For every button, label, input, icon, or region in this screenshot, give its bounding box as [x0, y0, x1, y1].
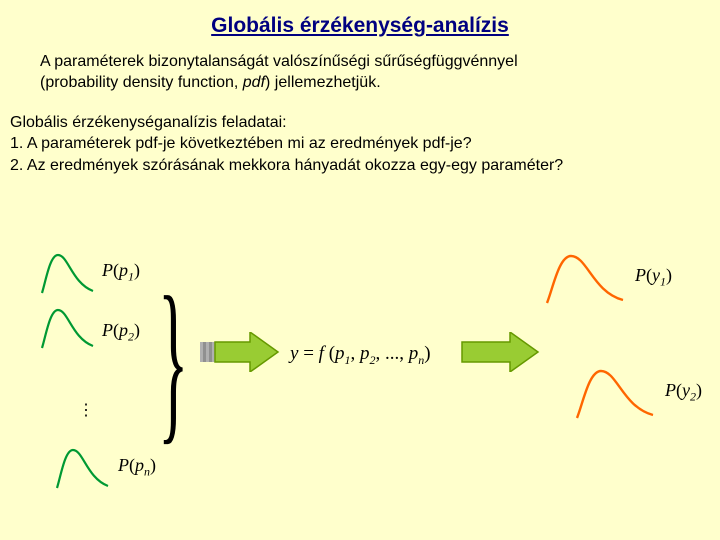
output-pdf-curve-2 [575, 365, 655, 420]
intro-line1: A paraméterek bizonytalanságát valószínű… [40, 53, 518, 70]
label-p-p2: P(p2) [102, 320, 140, 345]
f: ( [324, 343, 335, 364]
lbl: ) [134, 260, 140, 280]
task-1: 1. A paraméterek pdf-je következtében mi… [10, 133, 710, 155]
lbl: p [119, 320, 128, 340]
label-p-y1: P(y1) [635, 265, 672, 290]
lbl: P [635, 265, 646, 285]
lbl: ) [134, 320, 140, 340]
f: p [360, 343, 370, 364]
tasks-heading: Globális érzékenységanalízis feladatai: [10, 112, 710, 134]
lbl: ) [666, 265, 672, 285]
diagram-area: P(p1) P(p2) P(pn) P(y1) P(y2) ⋮ } y = f … [0, 250, 720, 530]
f: , [376, 343, 386, 364]
vertical-dots-icon: ⋮ [78, 400, 96, 420]
f: ) [424, 343, 430, 364]
f: p [409, 343, 419, 364]
lbl: P [118, 455, 129, 475]
lbl: ) [150, 455, 156, 475]
label-p-pn: P(pn) [118, 455, 156, 480]
lbl: ) [696, 380, 702, 400]
output-pdf-curve-1 [545, 250, 625, 305]
intro-line2a: (probability density function, [40, 74, 243, 91]
input-pdf-curve-2 [40, 305, 95, 350]
page-title: Globális érzékenység-analízis [0, 0, 720, 38]
task-2: 2. Az eredmények szórásának mekkora hány… [10, 155, 710, 177]
f: ..., [385, 343, 409, 364]
lbl: p [119, 260, 128, 280]
label-p-p1: P(p1) [102, 260, 140, 285]
lbl: p [135, 455, 144, 475]
intro-line2c: ) jellemezhetjük. [265, 74, 381, 91]
lbl: P [102, 260, 113, 280]
f: , [351, 343, 361, 364]
input-pdf-curve-1 [40, 250, 95, 295]
lbl: y [652, 265, 660, 285]
intro-pdf: pdf [243, 74, 265, 91]
intro-paragraph: A paraméterek bizonytalanságát valószínű… [0, 38, 720, 94]
formula-text: y = f (p1, p2, ..., pn) [290, 343, 431, 368]
arrow-1-icon [200, 332, 280, 372]
brace-icon: } [158, 270, 188, 450]
arrow-2-icon [460, 332, 540, 372]
f: p [335, 343, 345, 364]
lbl: P [102, 320, 113, 340]
tasks-block: Globális érzékenységanalízis feladatai: … [0, 94, 720, 177]
label-p-y2: P(y2) [665, 380, 702, 405]
input-pdf-curve-n [55, 445, 110, 490]
f: = [298, 343, 318, 364]
lbl: P [665, 380, 676, 400]
lbl: y [682, 380, 690, 400]
